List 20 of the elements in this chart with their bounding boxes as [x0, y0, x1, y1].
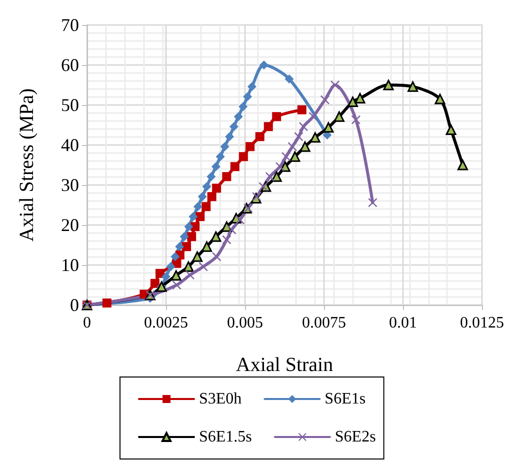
- y-tick-label: 10: [61, 255, 79, 275]
- x-tick-label: 0.0025: [144, 314, 188, 332]
- legend-label: S6E2s: [334, 428, 376, 446]
- y-tick-label: 20: [61, 215, 79, 235]
- y-tick-label: 70: [61, 15, 79, 35]
- x-tick-label: 0: [83, 314, 91, 332]
- legend-label: S6E1.5s: [199, 428, 252, 446]
- x-axis-title: Axial Strain: [236, 354, 334, 376]
- y-tick-label: 0: [70, 295, 79, 315]
- legend-label: S6E1s: [324, 390, 366, 408]
- x-tick-label: 0.01: [389, 314, 417, 332]
- legend-label: S3E0h: [199, 390, 242, 408]
- x-tick-label: 0.005: [227, 314, 263, 332]
- y-tick-label: 40: [61, 135, 79, 155]
- y-tick-label: 30: [61, 175, 79, 195]
- x-tick-label: 0.0075: [302, 314, 346, 332]
- y-axis-title: Axial Stress (MPa): [16, 88, 38, 242]
- y-tick-label: 60: [61, 55, 79, 75]
- y-tick-label: 50: [61, 95, 79, 115]
- x-tick-label: 0.0125: [460, 314, 504, 332]
